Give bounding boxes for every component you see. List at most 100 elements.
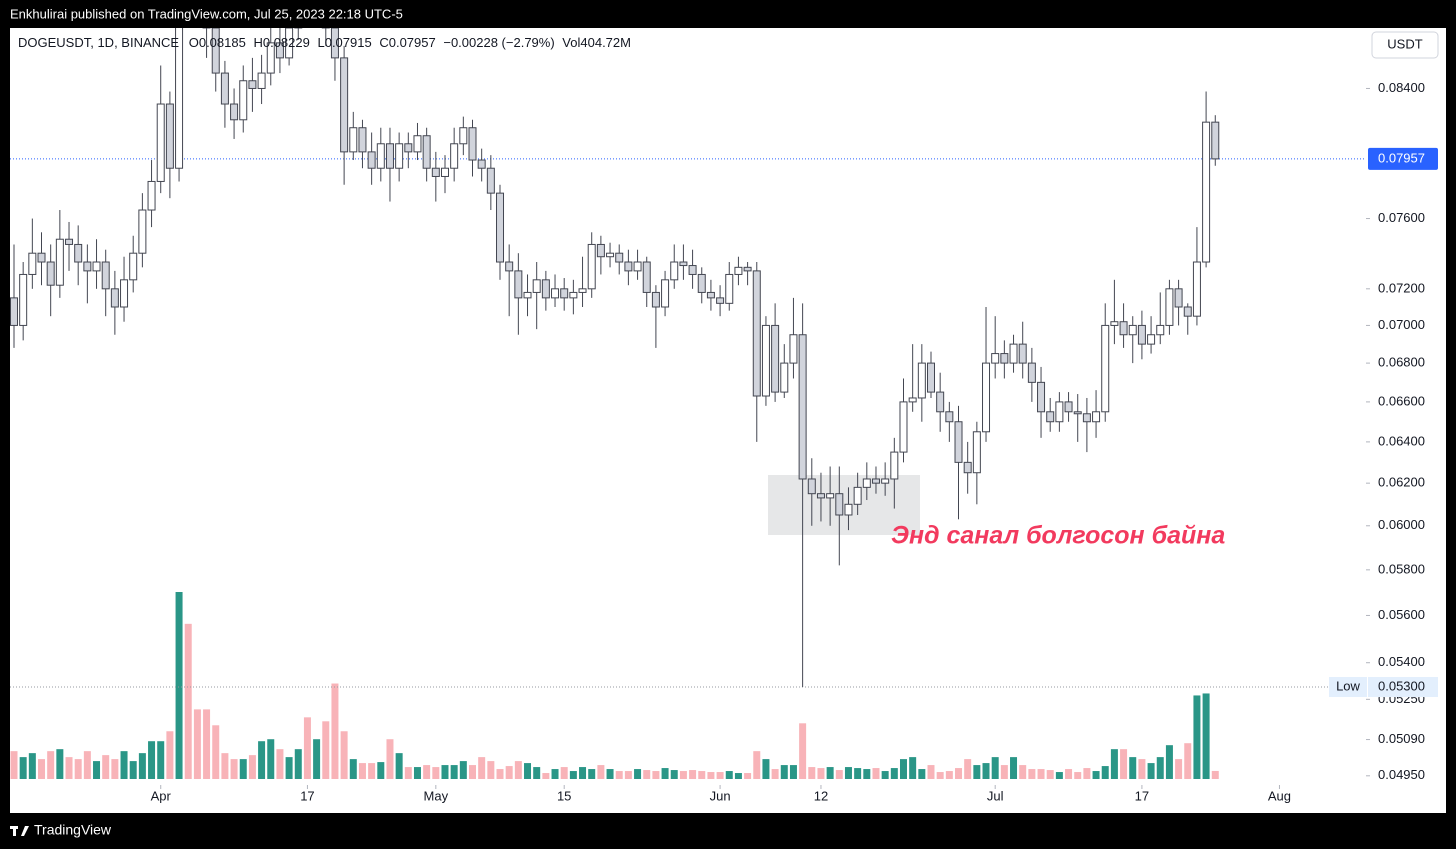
volume-bar: [652, 771, 660, 779]
candle-body: [477, 159, 486, 169]
volume-bar: [588, 769, 596, 779]
volume-bar: [661, 768, 669, 779]
candle-body: [1018, 343, 1027, 364]
candle-body: [569, 291, 578, 299]
volume-bar: [432, 767, 440, 779]
volume-bar: [203, 709, 211, 779]
candle-body: [862, 478, 871, 488]
y-tick-label: 0.06000: [1378, 517, 1425, 532]
y-tick-label: 0.05800: [1378, 561, 1425, 576]
candle-body: [761, 324, 770, 397]
candle-body: [1174, 288, 1183, 308]
volume-bar: [716, 772, 724, 779]
candles: [10, 28, 1220, 688]
legend-key: L: [317, 35, 324, 50]
candle-body: [385, 143, 394, 169]
volume-bar: [28, 753, 36, 779]
volume-bar: [157, 741, 165, 779]
x-tick-label: Jun: [710, 788, 731, 803]
candle-body: [881, 478, 890, 484]
candle-body: [239, 80, 248, 121]
candle-body: [816, 493, 825, 499]
candle-body: [83, 261, 92, 272]
volume-bar: [1156, 757, 1164, 779]
currency-button[interactable]: [1371, 31, 1439, 59]
volume-bar: [881, 771, 889, 779]
candle-body: [771, 324, 780, 393]
candle-body: [991, 353, 1000, 364]
volume-bar: [1165, 745, 1173, 779]
volume-bar: [863, 769, 871, 779]
volume-bar: [1010, 757, 1018, 779]
candle-body: [450, 143, 459, 169]
axes: 0.08400 0.07600 0.07200 0.07000 0.06800 0.066…: [151, 80, 1438, 803]
volume-bar: [1028, 769, 1036, 779]
candle-body: [202, 28, 211, 29]
candle-body: [1137, 324, 1146, 345]
candle-body: [275, 42, 284, 59]
volume-bar: [560, 767, 568, 779]
candle-body: [972, 431, 981, 474]
legend-value: 404.72M: [580, 35, 631, 50]
candle-body: [395, 143, 404, 169]
volume-bar: [184, 623, 192, 779]
volume-bar: [542, 773, 550, 779]
volume-bar: [624, 771, 632, 779]
volume-bar: [569, 771, 577, 779]
legend: DOGEUSDT, 1D, BINANCE O0.08185 H0.08229 …: [18, 35, 631, 50]
volume-bar: [1110, 749, 1118, 779]
legend-key: C: [379, 35, 388, 50]
legend-key: H: [253, 35, 262, 50]
candle-body: [606, 252, 615, 258]
volume-bar: [386, 739, 394, 779]
volume-bar: [1147, 763, 1155, 779]
candle-body: [1119, 321, 1128, 336]
volume-bar: [212, 725, 220, 779]
volume-bar: [148, 741, 156, 779]
volume-bar: [606, 769, 614, 779]
y-tick-label: 0.07200: [1378, 280, 1425, 295]
volume-bar: [643, 770, 651, 779]
volume-bar: [936, 772, 944, 779]
y-tick-label: 0.07600: [1378, 210, 1425, 225]
candle-body: [129, 252, 138, 281]
volume-bar: [395, 753, 403, 779]
candle-body: [587, 243, 596, 290]
candle-body: [642, 261, 651, 293]
candle-body: [1037, 381, 1046, 413]
volume-bar: [74, 759, 82, 779]
x-tick-label: Aug: [1268, 788, 1291, 803]
currency[interactable]: USDT: [1387, 36, 1422, 51]
volume-bar: [579, 767, 587, 779]
volume-bar: [1193, 695, 1201, 779]
candle-body: [963, 461, 972, 474]
volume-bar: [230, 759, 238, 779]
candle-body: [28, 252, 37, 275]
candle-body: [340, 57, 349, 153]
volume-bar: [854, 768, 862, 779]
candle-body: [890, 451, 899, 480]
volume-bar: [1120, 749, 1128, 779]
volume-bar: [166, 731, 174, 779]
volume-bar: [725, 771, 733, 779]
legend-value: 0.08185: [199, 35, 246, 50]
byline: Enkhulirai published on TradingView.com,…: [10, 6, 403, 21]
volume-bar: [1000, 765, 1008, 779]
candle-body: [798, 334, 807, 480]
volume-bar: [441, 765, 449, 779]
x-tick-label: 12: [814, 788, 828, 803]
legend-value: 0.07915: [325, 35, 372, 50]
x-tick-label: 17: [1135, 788, 1149, 803]
candle-body: [211, 28, 220, 74]
logo-shape: [13, 826, 16, 836]
volume-bar: [771, 769, 779, 779]
x-tick-label: Jul: [987, 788, 1004, 803]
volume-bar: [404, 767, 412, 779]
candle-body: [1073, 411, 1082, 415]
legend-key: Vol: [562, 35, 580, 50]
y-tick-label: 0.06600: [1378, 393, 1425, 408]
volume-bar: [872, 768, 880, 779]
candle-body: [899, 401, 908, 453]
volume-bar: [331, 683, 339, 779]
candle-body: [10, 297, 18, 326]
